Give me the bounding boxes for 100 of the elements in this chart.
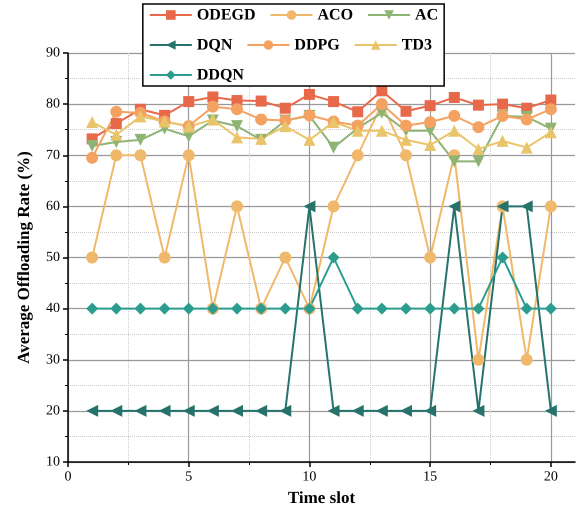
point xyxy=(544,103,557,116)
point xyxy=(182,302,195,315)
point xyxy=(231,302,243,315)
point xyxy=(472,155,484,168)
point xyxy=(400,149,412,162)
legend-label: AC xyxy=(415,6,438,24)
point xyxy=(328,200,340,212)
point xyxy=(256,96,267,107)
x-axis-title: Time slot xyxy=(288,488,356,507)
x-tick-label: 0 xyxy=(64,470,72,484)
point xyxy=(520,302,533,315)
legend-label: DQN xyxy=(196,36,233,54)
point xyxy=(448,200,460,212)
point xyxy=(328,142,340,154)
point xyxy=(472,404,484,417)
point xyxy=(231,200,243,212)
point xyxy=(110,404,122,417)
point xyxy=(134,134,146,146)
point xyxy=(110,106,122,118)
point xyxy=(496,134,509,147)
point xyxy=(110,128,122,141)
point xyxy=(86,152,98,164)
y-tick-label: 90 xyxy=(46,46,60,60)
point xyxy=(544,404,557,417)
point xyxy=(231,404,243,417)
y-tick-label: 70 xyxy=(46,148,60,163)
point xyxy=(424,302,436,315)
point xyxy=(231,131,243,144)
point xyxy=(352,302,364,315)
point xyxy=(86,302,98,315)
x-tick-label: 5 xyxy=(185,470,192,484)
point xyxy=(424,116,436,128)
point xyxy=(303,200,316,212)
point xyxy=(400,106,412,117)
point xyxy=(86,404,98,417)
legend-label: DDQN xyxy=(196,66,244,84)
point xyxy=(472,121,484,134)
point xyxy=(158,302,171,315)
y-tick-label: 10 xyxy=(46,454,60,470)
point xyxy=(544,126,557,138)
point xyxy=(328,252,340,264)
y-tick-label: 60 xyxy=(46,198,60,214)
point xyxy=(182,404,195,417)
point xyxy=(352,149,364,162)
point xyxy=(231,103,243,116)
point xyxy=(86,140,98,152)
point xyxy=(183,96,194,108)
point xyxy=(448,110,460,122)
point xyxy=(110,302,122,315)
point xyxy=(520,354,533,366)
y-tick-label: 20 xyxy=(46,403,60,418)
point xyxy=(328,404,340,417)
point xyxy=(544,200,557,212)
point xyxy=(520,113,533,126)
point xyxy=(400,404,412,417)
point xyxy=(279,302,292,315)
point xyxy=(86,252,98,264)
point xyxy=(158,404,171,417)
point xyxy=(158,252,171,264)
point xyxy=(424,252,436,264)
legend-label: DDPG xyxy=(294,36,340,54)
point xyxy=(400,134,412,146)
point xyxy=(206,100,219,113)
y-axis-title: Average Offloading Rate (%) xyxy=(14,151,33,364)
point xyxy=(352,404,364,417)
point xyxy=(110,149,122,162)
point xyxy=(207,91,218,102)
point xyxy=(279,404,292,417)
point xyxy=(544,302,557,315)
legend-label: ACO xyxy=(318,6,354,24)
point xyxy=(424,404,436,417)
point xyxy=(448,302,460,315)
point xyxy=(472,143,484,156)
x-tick-label: 20 xyxy=(544,470,558,484)
point xyxy=(376,302,388,315)
point xyxy=(424,139,436,152)
point xyxy=(279,120,292,132)
y-tick-label: 30 xyxy=(46,352,60,368)
point xyxy=(279,252,292,264)
point xyxy=(520,142,533,154)
y-tick-label: 40 xyxy=(46,301,60,316)
point xyxy=(472,354,484,366)
point xyxy=(280,102,291,114)
point xyxy=(400,120,412,132)
point xyxy=(352,124,364,137)
point xyxy=(448,92,460,103)
point xyxy=(448,155,460,168)
legend-label: TD3 xyxy=(402,36,432,54)
legend-label: ODEGD xyxy=(196,6,256,24)
point xyxy=(255,113,268,126)
point xyxy=(472,100,484,111)
point xyxy=(134,110,146,122)
point xyxy=(496,252,509,264)
point xyxy=(182,149,195,162)
point xyxy=(352,106,364,118)
y-tick-label: 80 xyxy=(46,96,60,112)
point xyxy=(376,124,388,137)
point xyxy=(255,404,268,417)
x-tick-label: 15 xyxy=(423,470,438,484)
point xyxy=(231,120,243,132)
